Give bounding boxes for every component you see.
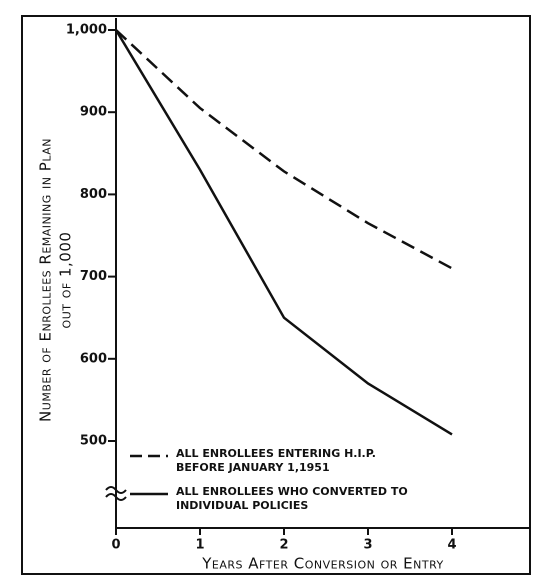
x-axis-label: Years After Conversion or Entry (201, 555, 444, 573)
x-tick-label: 4 (447, 538, 456, 553)
x-tick-label: 2 (279, 538, 288, 553)
y-tick-label: 800 (80, 187, 107, 202)
x-tick-label: 3 (363, 538, 372, 553)
y-axis-sublabel: out of 1,000 (57, 232, 75, 329)
y-axis-label: Number of Enrollees Remaining in Plan (37, 138, 55, 422)
series-line (114, 29, 453, 436)
x-tick-label: 1 (195, 538, 204, 553)
y-tick-label: 700 (80, 269, 107, 284)
legend-item: All enrollees entering H.I.P. before Jan… (176, 447, 376, 474)
y-tick-label: 1,000 (66, 23, 107, 38)
frame (21, 15, 531, 575)
legend-label: All enrollees entering H.I.P. before Jan… (176, 447, 376, 474)
y-tick-label: 500 (80, 434, 107, 449)
y-tick-label: 600 (80, 351, 107, 366)
legend-label: All enrollees who converted to individua… (176, 485, 408, 512)
series-line (115, 29, 453, 270)
y-tick-label: 900 (80, 105, 107, 120)
x-tick-label: 0 (111, 538, 120, 553)
legend-item: All enrollees who converted to individua… (176, 485, 408, 512)
